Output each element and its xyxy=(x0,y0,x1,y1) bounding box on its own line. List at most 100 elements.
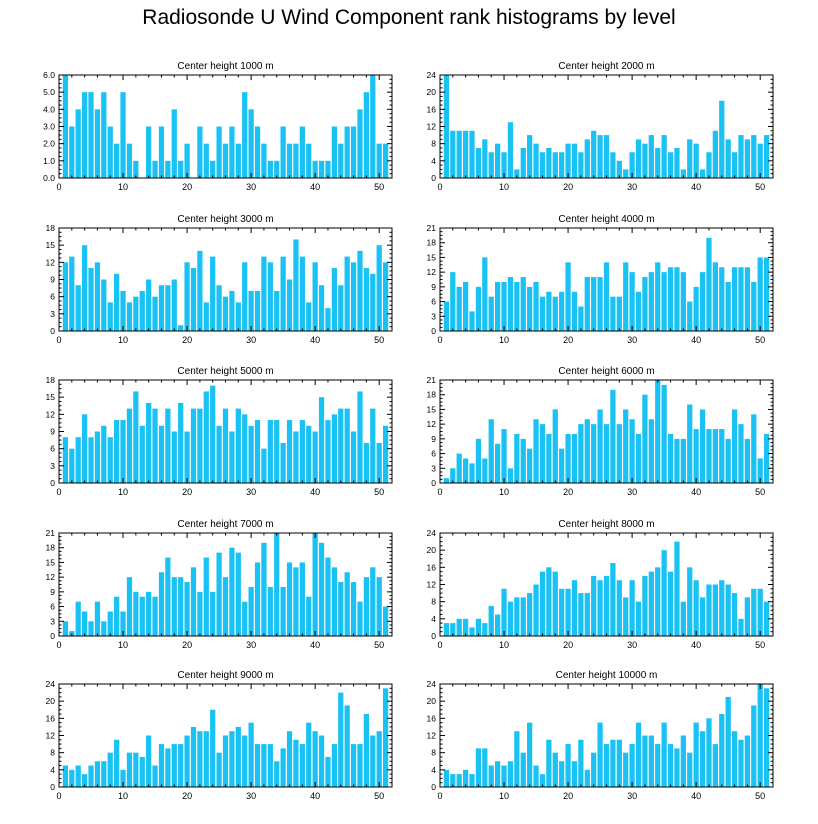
panel-title: Center height 7000 m xyxy=(177,519,273,530)
bar xyxy=(94,262,101,331)
bar xyxy=(338,143,344,178)
panel-title: Center height 4000 m xyxy=(558,214,654,225)
y-tick-label: 12 xyxy=(46,409,56,419)
bar xyxy=(184,582,190,636)
bar xyxy=(610,296,616,331)
bar xyxy=(635,291,642,331)
bar xyxy=(674,438,680,483)
bar xyxy=(158,285,165,331)
bar xyxy=(488,296,494,331)
bar xyxy=(623,262,629,331)
bar xyxy=(584,769,590,787)
panel-3: Center height 3000 m 0 10 20 30 40 50 0 3 6 9 12 15 1… xyxy=(46,214,393,345)
bar xyxy=(533,143,539,178)
bar xyxy=(533,765,539,787)
bar xyxy=(693,722,699,788)
bar xyxy=(382,425,389,483)
bar xyxy=(267,160,273,178)
bar xyxy=(62,75,69,178)
bar xyxy=(75,601,81,636)
bar xyxy=(719,429,725,483)
y-tick-label: 9 xyxy=(431,282,436,292)
bar xyxy=(312,431,318,483)
bar xyxy=(591,277,597,331)
bar xyxy=(248,722,254,788)
bar xyxy=(299,562,305,636)
bar xyxy=(462,618,469,636)
bar xyxy=(357,744,363,787)
bar xyxy=(667,744,674,787)
y-tick-label: 2.0 xyxy=(43,139,55,149)
bar xyxy=(331,567,337,636)
bar xyxy=(450,272,456,331)
bar xyxy=(318,160,325,178)
x-tick-label: 30 xyxy=(627,182,637,192)
bar xyxy=(363,714,370,787)
bar xyxy=(661,384,667,483)
bar xyxy=(242,601,248,636)
bar xyxy=(286,562,293,636)
bar xyxy=(559,152,565,178)
bar xyxy=(325,557,331,636)
bar xyxy=(133,296,139,331)
bar xyxy=(623,597,629,637)
bar xyxy=(120,290,126,331)
y-tick-label: 4.0 xyxy=(43,104,55,114)
bar xyxy=(267,262,273,331)
bar xyxy=(158,425,165,483)
bar xyxy=(235,552,241,636)
y-tick-label: 6 xyxy=(431,297,436,307)
bar xyxy=(450,130,456,178)
y-tick-label: 18 xyxy=(427,238,437,248)
bar xyxy=(539,296,546,331)
bar xyxy=(114,596,120,636)
bar xyxy=(546,433,552,483)
bar xyxy=(501,429,507,483)
bar xyxy=(674,267,680,331)
bar xyxy=(146,735,152,787)
bar xyxy=(731,593,738,636)
bar xyxy=(527,448,533,483)
bar xyxy=(344,126,350,178)
bar xyxy=(642,735,648,787)
bar xyxy=(286,731,293,787)
y-tick-label: 3 xyxy=(50,309,55,319)
bar xyxy=(235,302,241,331)
y-tick-label: 0 xyxy=(50,782,55,792)
bar xyxy=(286,143,293,178)
bar xyxy=(469,130,475,178)
bar xyxy=(299,256,305,331)
bar xyxy=(75,109,81,178)
bar xyxy=(242,414,248,483)
bar xyxy=(306,425,312,483)
bar xyxy=(655,567,661,636)
bar xyxy=(370,408,376,483)
panel-title: Center height 6000 m xyxy=(558,366,654,377)
bar xyxy=(222,577,229,636)
bar xyxy=(216,425,222,483)
bar xyxy=(629,744,635,787)
bar xyxy=(197,126,203,178)
bar xyxy=(120,420,126,483)
bar xyxy=(190,726,197,787)
bar xyxy=(757,143,763,178)
x-tick-label: 0 xyxy=(437,335,442,345)
bar xyxy=(325,420,331,483)
bar xyxy=(190,408,197,483)
bar xyxy=(488,152,494,178)
bar xyxy=(699,731,706,787)
bar xyxy=(382,606,389,636)
y-tick-label: 4 xyxy=(431,614,436,624)
bar xyxy=(495,281,501,331)
bar xyxy=(763,601,770,636)
bar xyxy=(261,256,267,331)
bar xyxy=(616,424,622,483)
bar xyxy=(274,290,280,331)
bar xyxy=(507,122,514,178)
bar xyxy=(184,735,190,787)
bar xyxy=(299,420,305,483)
bar xyxy=(190,268,197,331)
bar xyxy=(469,627,475,636)
y-tick-label: 9 xyxy=(431,434,436,444)
bar xyxy=(158,744,165,787)
